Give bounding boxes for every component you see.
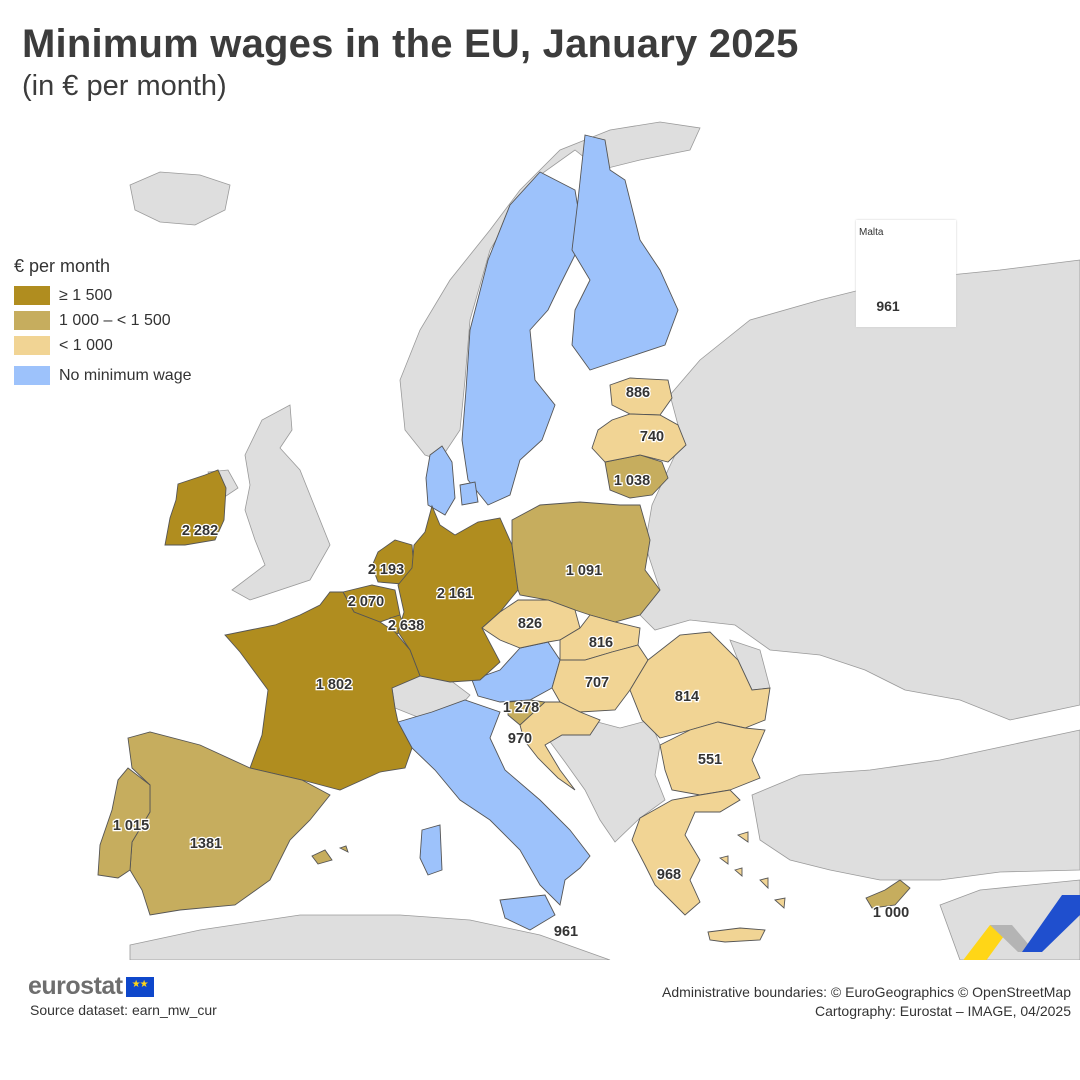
turkey bbox=[751, 729, 1080, 881]
eurostat-logo: eurostat ★★ bbox=[28, 972, 154, 1001]
no-minimum-wage-countries bbox=[397, 134, 679, 931]
legend-label-high: ≥ 1 500 bbox=[59, 286, 113, 304]
value-labels: 2 282 2 193 2 070 2 638 2 161 1 802 1381… bbox=[112, 384, 911, 942]
balkans bbox=[544, 719, 666, 843]
map-credits: Administrative boundaries: © EuroGeograp… bbox=[662, 983, 1071, 1021]
label-romania: 814 bbox=[675, 689, 699, 705]
legend-item-low: < 1 000 bbox=[14, 333, 191, 358]
label-netherlands: 2 193 bbox=[368, 562, 404, 578]
greece bbox=[631, 789, 741, 916]
latvia bbox=[591, 413, 687, 463]
great-britain bbox=[231, 404, 331, 601]
finland bbox=[571, 134, 679, 371]
croatia bbox=[519, 701, 601, 791]
source-dataset: Source dataset: earn_mw_cur bbox=[30, 1002, 217, 1018]
legend-swatch-high bbox=[14, 286, 50, 305]
legend-swatch-mid bbox=[14, 311, 50, 330]
eu-flag-icon: ★★ bbox=[125, 976, 154, 997]
label-bulgaria: 551 bbox=[698, 752, 722, 768]
legend-item-high: ≥ 1 500 bbox=[14, 283, 191, 308]
label-lithuania: 1 038 bbox=[614, 473, 650, 489]
label-slovakia: 816 bbox=[589, 635, 613, 651]
boundaries-credit: Administrative boundaries: © EuroGeograp… bbox=[662, 984, 1071, 1000]
legend-item-none: No minimum wage bbox=[14, 363, 191, 388]
estonia bbox=[609, 377, 673, 416]
sweden bbox=[461, 171, 581, 506]
ireland bbox=[164, 469, 227, 546]
aegean-islands bbox=[718, 831, 786, 909]
label-latvia: 740 bbox=[640, 429, 664, 445]
romania bbox=[629, 631, 771, 739]
legend: € per month ≥ 1 500 1 000 – < 1 500 < 1 … bbox=[14, 256, 191, 388]
bulgaria bbox=[659, 721, 766, 796]
poland bbox=[511, 501, 661, 623]
eurostat-wordmark: eurostat bbox=[28, 972, 123, 1000]
label-belgium: 2 070 bbox=[348, 594, 384, 610]
italy bbox=[397, 699, 591, 906]
legend-swatch-low bbox=[14, 336, 50, 355]
malta-inset-value: 961 bbox=[876, 298, 900, 314]
label-luxembourg: 2 638 bbox=[388, 618, 424, 634]
denmark bbox=[425, 445, 479, 516]
legend-label-none: No minimum wage bbox=[59, 366, 192, 384]
label-hungary: 707 bbox=[585, 675, 609, 691]
malta-inset-title: Malta bbox=[859, 227, 884, 238]
map-title: Minimum wages in the EU, January 2025 bbox=[22, 22, 799, 66]
label-france: 1 802 bbox=[316, 677, 352, 693]
map-subtitle: (in € per month) bbox=[22, 70, 227, 102]
ribbon-blue bbox=[1022, 895, 1080, 952]
legend-label-low: < 1 000 bbox=[59, 336, 113, 354]
label-greece: 968 bbox=[657, 867, 681, 883]
iceland bbox=[129, 171, 231, 226]
balearic-islands bbox=[311, 845, 349, 865]
france bbox=[224, 591, 421, 791]
cyprus bbox=[865, 879, 911, 909]
label-portugal: 1 015 bbox=[113, 818, 149, 834]
sardinia bbox=[419, 824, 443, 876]
low-wage-countries bbox=[481, 377, 786, 943]
label-germany: 2 161 bbox=[437, 586, 473, 602]
norway bbox=[399, 121, 701, 461]
ribbon-grey bbox=[990, 925, 1035, 952]
label-ireland: 2 282 bbox=[182, 523, 218, 539]
europe-map: 2 282 2 193 2 070 2 638 2 161 1 802 1381… bbox=[97, 121, 1080, 960]
label-czechia: 826 bbox=[518, 616, 542, 632]
cartography-credit: Cartography: Eurostat – IMAGE, 04/2025 bbox=[814, 1003, 1071, 1019]
label-croatia: 970 bbox=[508, 731, 532, 747]
label-spain: 1381 bbox=[190, 836, 222, 852]
north-africa bbox=[129, 914, 611, 960]
legend-item-mid: 1 000 – < 1 500 bbox=[14, 308, 191, 333]
label-malta-main: 961 bbox=[554, 924, 578, 940]
label-estonia: 886 bbox=[626, 385, 650, 401]
crete bbox=[707, 927, 766, 943]
germany bbox=[397, 504, 519, 683]
label-poland: 1 091 bbox=[566, 563, 602, 579]
sicily bbox=[499, 894, 556, 931]
eurostat-ribbon-graphic bbox=[963, 895, 1080, 960]
legend-title: € per month bbox=[14, 256, 111, 276]
label-slovenia: 1 278 bbox=[503, 700, 539, 716]
malta-inset: Malta 961 bbox=[856, 220, 956, 327]
legend-swatch-none bbox=[14, 366, 50, 385]
mid-wage-countries bbox=[97, 454, 911, 916]
label-cyprus: 1 000 bbox=[873, 905, 909, 921]
legend-label-mid: 1 000 – < 1 500 bbox=[59, 311, 171, 329]
high-wage-countries bbox=[164, 469, 519, 791]
portugal bbox=[97, 767, 151, 879]
background-land bbox=[129, 121, 1080, 960]
